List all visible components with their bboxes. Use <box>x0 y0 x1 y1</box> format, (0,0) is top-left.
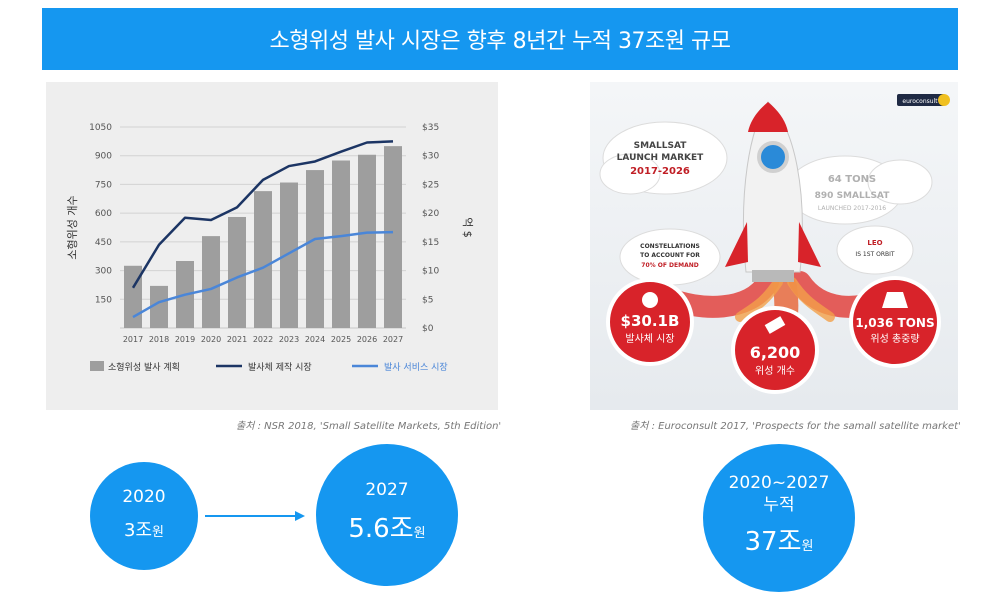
circle-cumulative-line1: 2020~2027 <box>728 472 830 493</box>
y2-tick-label: $0 <box>422 324 434 334</box>
bar <box>228 216 246 328</box>
x-tick-label: 2018 <box>149 335 169 344</box>
y-tick-label: 1050 <box>89 123 112 133</box>
y2-tick-label: $5 <box>422 295 433 305</box>
circle-cumulative-value: 37조 <box>744 526 802 557</box>
leo-2: IS 1ST ORBIT <box>855 251 894 258</box>
smallsat-line1: 890 SMALLSAT <box>815 191 891 201</box>
y-axis-label: 소형위성 개수 <box>66 195 79 259</box>
y2-tick-label: $20 <box>422 209 439 219</box>
series-line-launch-service <box>132 230 394 319</box>
cloud-shapes <box>599 121 933 286</box>
y-tick-label: 600 <box>95 209 112 219</box>
legend-label-line1: 발사체 제작 시장 <box>248 362 312 373</box>
infographic-panel: euroconsult SMALLSAT LAUNCH MARKET 2017-… <box>590 82 958 410</box>
chart-panel: 150 300 450 600 750 900 1050 $0 $5 $10 $15 $20 $25 $3… <box>46 82 498 410</box>
constellations-1: CONSTELLATIONS <box>640 243 700 250</box>
value3: 1,036 TONS <box>855 316 934 330</box>
x-tick-label: 2020 <box>201 335 221 344</box>
y-tick-label: 300 <box>95 267 112 277</box>
x-tick-label: 2021 <box>227 335 247 344</box>
leo-1: LEO <box>867 239 882 247</box>
value1: $30.1B <box>621 312 680 330</box>
stat-circle-satellites: 6,200 위성 개수 <box>731 306 819 394</box>
x-tick-label: 2024 <box>305 335 325 344</box>
bar <box>280 182 298 328</box>
circle-2027-year: 2027 <box>365 479 409 500</box>
circle-cumulative-line2: 누적 <box>763 494 795 515</box>
x-tick-label: 2017 <box>123 335 143 344</box>
value2: 6,200 <box>750 343 801 362</box>
circle-2020: 2020 3조원 <box>90 462 198 570</box>
y-tick-label: 750 <box>95 180 112 190</box>
y-tick-label: 150 <box>95 295 112 305</box>
x-tick-label: 2025 <box>331 335 351 344</box>
stat-circle-launch-market: $30.1B 발사체 시장 <box>606 278 694 366</box>
circle-2020-year: 2020 <box>122 487 166 507</box>
legend-swatch-bars <box>90 361 104 371</box>
source-right: 출처 : Euroconsult 2017, 'Prospects for th… <box>630 421 961 432</box>
x-tick-label: 2023 <box>279 335 299 344</box>
infographic: euroconsult SMALLSAT LAUNCH MARKET 2017-… <box>599 94 950 394</box>
bar <box>254 191 272 328</box>
x-tick-label: 2022 <box>253 335 273 344</box>
badge-text: euroconsult <box>902 98 938 105</box>
value1-label: 발사체 시장 <box>625 333 674 345</box>
y2-tick-label: $10 <box>422 267 439 277</box>
y2-tick-label: $30 <box>422 152 439 162</box>
y2-tick-label: $25 <box>422 180 439 190</box>
y-tick-label: 900 <box>95 152 112 162</box>
constellations-2: TO ACCOUNT FOR <box>640 252 700 259</box>
circle-2027-value: 5.6조 <box>348 513 414 544</box>
source-left: 출처 : NSR 2018, 'Small Satellite Markets,… <box>236 421 502 432</box>
bar <box>202 236 220 328</box>
bar <box>332 160 350 328</box>
tons-top: 64 TONS <box>828 174 876 185</box>
y2-axis-label: 억 $ <box>461 217 474 238</box>
circle-2027-unit: 원 <box>413 525 426 541</box>
x-tick-label: 2019 <box>175 335 195 344</box>
legend-label-bars: 소형위성 발사 계획 <box>108 361 180 373</box>
x-tick-label: 2027 <box>383 335 403 344</box>
value2-label: 위성 개수 <box>755 364 795 377</box>
circle-cumulative: 2020~2027 누적 37조원 <box>703 444 855 592</box>
smallsat-line2: LAUNCHED 2017-2016 <box>818 205 886 212</box>
title-banner: 소형위성 발사 시장은 향후 8년간 누적 37조원 규모 <box>42 8 958 70</box>
constellations-3: 70% OF DEMAND <box>641 262 698 269</box>
cloud-title-2: LAUNCH MARKET <box>617 153 705 163</box>
combo-chart: 150 300 450 600 750 900 1050 $0 $5 $10 $15 $20 $25 $3… <box>66 123 474 373</box>
y2-tick-label: $15 <box>422 238 439 248</box>
y2-tick-label: $35 <box>422 123 439 133</box>
series-line-launch-vehicle <box>131 140 394 289</box>
arrow-icon <box>205 511 305 521</box>
legend-label-line2: 발사 서비스 시장 <box>384 362 448 373</box>
x-tick-label: 2026 <box>357 335 377 344</box>
circle-2020-value: 3조 <box>124 520 153 541</box>
bar <box>384 146 402 328</box>
cloud-title-3: 2017-2026 <box>630 166 690 177</box>
value3-label: 위성 총중량 <box>870 332 919 345</box>
euroconsult-logo: euroconsult <box>897 94 950 106</box>
stat-circle-weight: 1,036 TONS 위성 총중량 <box>849 276 941 368</box>
circle-2020-unit: 원 <box>152 525 164 540</box>
cloud-title-1: SMALLSAT <box>634 141 688 151</box>
bar <box>358 154 376 328</box>
bar <box>306 170 324 328</box>
y-tick-label: 450 <box>95 238 112 248</box>
rocket-icon <box>725 101 821 282</box>
banner-title: 소형위성 발사 시장은 향후 8년간 누적 37조원 규모 <box>269 29 731 54</box>
bar <box>150 285 168 328</box>
circle-cumulative-unit: 원 <box>801 538 814 554</box>
circle-2027: 2027 5.6조원 <box>316 444 458 586</box>
